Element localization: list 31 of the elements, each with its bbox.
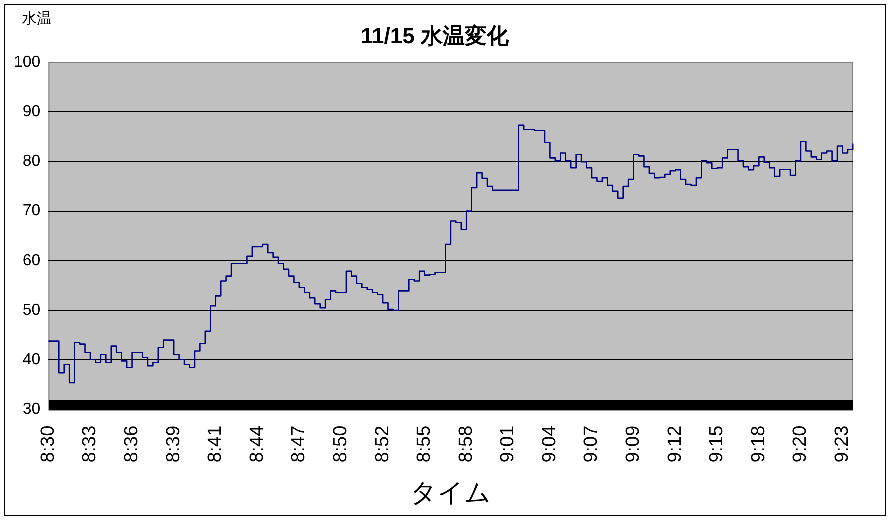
x-tick-label: 8:41: [205, 426, 226, 463]
y-tick-label: 100: [14, 54, 41, 71]
x-tick-label: 8:44: [246, 425, 268, 463]
x-axis-title: タイム: [410, 478, 492, 508]
x-tick-label: 8:30: [38, 426, 59, 463]
x-tick-label: 8:47: [288, 426, 310, 463]
y-axis-title: 水温: [22, 10, 52, 28]
x-tick-label: 9:18: [748, 426, 770, 463]
x-tick-label: 9:01: [498, 426, 519, 463]
x-tick-label: 8:33: [80, 426, 101, 463]
x-tick-label: 9:04: [539, 425, 560, 463]
y-tick-label: 30: [22, 401, 41, 418]
x-tick-label: 9:15: [706, 426, 728, 463]
y-tick-label: 80: [22, 153, 41, 170]
y-tick-label: 50: [22, 302, 41, 319]
x-tick-label: 8:58: [456, 426, 477, 463]
x-tick-label: 9:23: [832, 426, 853, 463]
x-tick-label: 8:55: [414, 426, 436, 463]
chart-title: 11/15 水温変化: [361, 23, 510, 48]
y-tick-label: 90: [22, 103, 41, 120]
y-tick-label: 40: [22, 352, 41, 369]
x-tick-label: 9:12: [664, 426, 686, 463]
x-tick-label: 8:39: [163, 426, 184, 463]
x-tick-label: 9:20: [790, 426, 812, 463]
x-tick-label: 9:07: [581, 426, 602, 463]
x-tick-label: 8:36: [122, 426, 143, 463]
x-tick-label: 8:52: [372, 426, 394, 463]
y-tick-label: 70: [22, 202, 41, 220]
x-tick-label: 8:50: [330, 426, 352, 463]
x-tick-label: 9:09: [623, 426, 644, 463]
y-tick-label: 60: [22, 252, 41, 270]
